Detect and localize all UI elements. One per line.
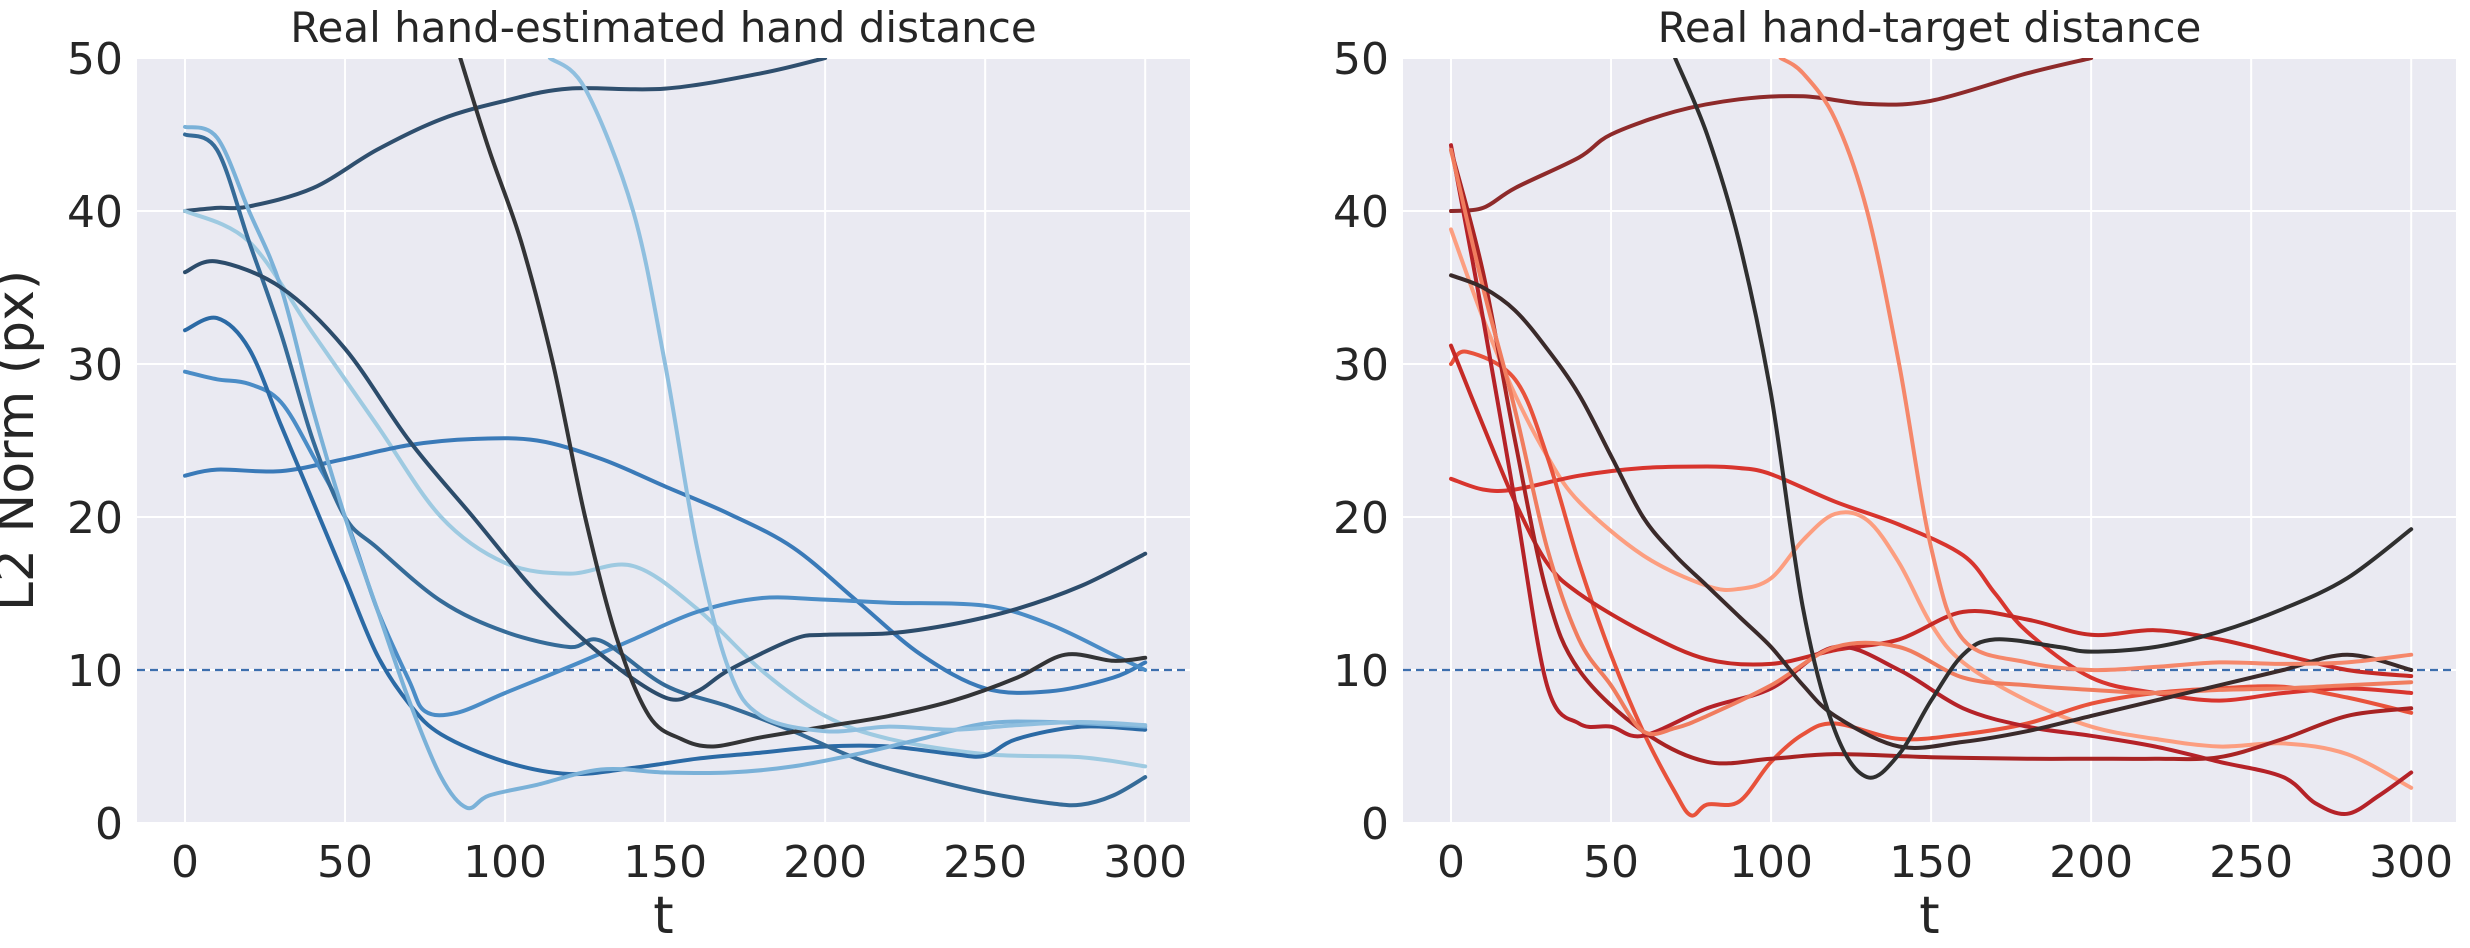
series-line-9 xyxy=(458,58,1148,749)
series-line-3 xyxy=(1449,464,2414,703)
series-line-9 xyxy=(1449,273,2414,750)
x-tick-label: 0 xyxy=(171,837,199,888)
x-tick-label: 50 xyxy=(317,837,373,888)
series-line-8 xyxy=(1449,147,2414,737)
x-tick-label: 50 xyxy=(1583,837,1639,888)
y-tick-label: 20 xyxy=(67,493,123,544)
series-group xyxy=(1403,58,2456,818)
y-axis-label: L2 Norm (px) xyxy=(0,270,46,611)
x-tick-label: 200 xyxy=(2049,837,2133,888)
chart-title: Real hand-estimated hand distance xyxy=(290,3,1036,52)
y-tick-label: 30 xyxy=(67,340,123,391)
x-tick-label: 0 xyxy=(1437,837,1465,888)
y-tick-label: 20 xyxy=(1333,493,1389,544)
series-line-8 xyxy=(183,259,1148,702)
plot-area xyxy=(1403,58,2456,823)
x-tick-label: 150 xyxy=(623,837,707,888)
series-line-6 xyxy=(183,132,1148,808)
y-tick-label: 10 xyxy=(67,646,123,697)
x-tick-label: 300 xyxy=(2369,837,2453,888)
plot-area xyxy=(137,58,1190,823)
y-tick-label: 50 xyxy=(67,34,123,85)
series-line-10 xyxy=(547,58,1148,734)
left-chart-panel: 0 50 100 150 200 250 300 0 10 20 30 40 50 Real hand-e… xyxy=(0,3,1190,946)
series-group xyxy=(137,58,1190,811)
series-line-4 xyxy=(183,369,1148,718)
x-tick-label: 250 xyxy=(943,837,1027,888)
series-line-1 xyxy=(1449,58,2094,213)
y-tick-label: 10 xyxy=(1333,646,1389,697)
y-tick-label: 40 xyxy=(1333,187,1389,238)
series-line-11 xyxy=(1778,58,2414,673)
series-line-2 xyxy=(1449,227,2414,790)
y-tick-label: 30 xyxy=(1333,340,1389,391)
series-line-2 xyxy=(183,209,1148,769)
x-tick-label: 100 xyxy=(1729,837,1813,888)
series-line-10 xyxy=(1673,58,2414,780)
y-tick-label: 0 xyxy=(95,799,123,850)
x-tick-label: 300 xyxy=(1103,837,1187,888)
series-line-6 xyxy=(1449,143,2414,816)
x-tick-label: 200 xyxy=(783,837,867,888)
x-axis-label: t xyxy=(1919,886,1939,946)
y-tick-label: 50 xyxy=(1333,34,1389,85)
x-tick-label: 150 xyxy=(1889,837,1973,888)
series-line-7 xyxy=(183,124,1148,811)
y-tick-label: 40 xyxy=(67,187,123,238)
x-axis-label: t xyxy=(653,886,673,946)
right-chart-panel: 0 50 100 150 200 250 300 0 10 20 30 40 50 Real hand-t… xyxy=(1333,3,2456,946)
y-tick-label: 0 xyxy=(1361,799,1389,850)
series-line-3 xyxy=(183,436,1148,695)
chart-title: Real hand-target distance xyxy=(1658,3,2202,52)
x-tick-label: 100 xyxy=(463,837,547,888)
series-line-7 xyxy=(1449,147,2414,766)
x-tick-label: 250 xyxy=(2209,837,2293,888)
